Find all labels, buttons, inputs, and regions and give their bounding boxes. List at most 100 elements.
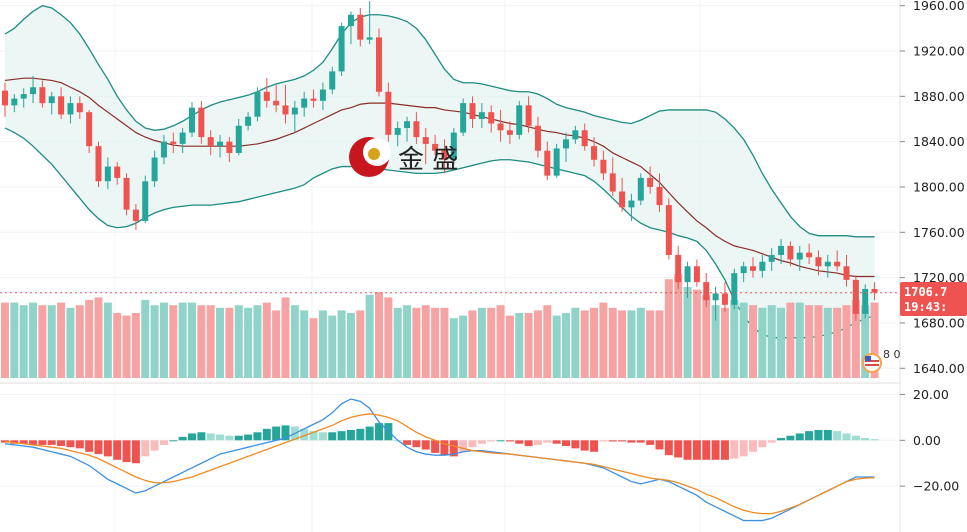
- macd-histogram-bar: [786, 435, 795, 441]
- price-axis-tick-label: 1920.00: [913, 43, 965, 58]
- volume-bar: [449, 318, 458, 378]
- price-badge[interactable]: 1706.7 19:43:: [900, 282, 967, 316]
- bollinger-middle-line: [4, 77, 875, 278]
- macd-histogram-bar: [440, 440, 449, 456]
- macd-histogram-bar: [543, 440, 552, 443]
- candle-body: [123, 177, 130, 210]
- volume-bar: [66, 307, 75, 378]
- volume-bar: [861, 305, 870, 378]
- volume-bar: [599, 302, 608, 378]
- candle-body: [703, 282, 710, 301]
- candle-body: [245, 116, 252, 126]
- candle-body: [675, 254, 682, 283]
- volume-bar: [440, 307, 449, 378]
- macd-histogram-bar: [328, 432, 337, 441]
- candle-body: [338, 26, 345, 72]
- macd-histogram-bar: [29, 440, 38, 445]
- corner-badge[interactable]: 8 0: [862, 348, 901, 373]
- macd-histogram-bar: [66, 440, 75, 448]
- macd-line: [4, 398, 875, 522]
- candle-body: [217, 141, 224, 147]
- candle-body: [815, 257, 822, 267]
- macd-histogram-bar: [739, 440, 748, 457]
- macd-histogram-bar: [225, 435, 234, 441]
- macd-histogram-bar: [169, 440, 178, 442]
- macd-histogram-bar: [674, 440, 683, 458]
- volume-bar: [786, 302, 795, 378]
- macd-histogram-bar: [590, 440, 599, 452]
- macd-histogram-bar: [580, 440, 589, 451]
- macd-histogram-bar: [375, 423, 383, 441]
- bollinger-upper-line: [4, 4, 875, 238]
- macd-histogram-bar: [337, 431, 346, 441]
- volume-bar: [739, 302, 748, 378]
- volume-bar: [758, 307, 767, 378]
- candle-body: [394, 128, 401, 135]
- macd-histogram-bar: [524, 440, 533, 447]
- volume-bar: [19, 305, 28, 378]
- candle-body: [273, 100, 280, 106]
- volume-bar: [57, 302, 66, 378]
- volume-bar: [47, 305, 56, 378]
- macd-histogram-bar: [655, 440, 664, 450]
- macd-histogram-bar: [618, 440, 627, 442]
- candle-body: [422, 137, 429, 144]
- candle-body: [516, 105, 523, 135]
- volume-bar: [113, 313, 122, 378]
- macd-histogram-bar: [365, 426, 374, 441]
- jinsheng-logo-icon: [349, 137, 391, 177]
- candle-body: [469, 103, 476, 119]
- volume-bar: [618, 310, 627, 378]
- candle-body: [619, 191, 626, 208]
- macd-histogram-bar: [683, 440, 692, 460]
- macd-histogram-bar: [188, 433, 196, 441]
- volume-bar: [206, 305, 215, 378]
- volume-bar: [767, 305, 776, 378]
- volume-bar: [346, 313, 355, 378]
- bollinger-bands: [4, 4, 875, 339]
- macd-histogram-bar: [646, 440, 655, 445]
- price-axis[interactable]: 1960.00 1920.00 1880.00 1840.00 1800.00 1760.…: [899, 0, 965, 532]
- macd-histogram-bar: [38, 440, 47, 445]
- volume-bar: [655, 310, 664, 378]
- candle-body: [628, 200, 635, 208]
- candle-body: [310, 98, 317, 101]
- candle-body: [254, 91, 261, 117]
- candle-body: [750, 266, 756, 271]
- candle-body: [656, 186, 663, 206]
- price-axis-tick-label: 1720.00: [913, 270, 965, 285]
- macd-axis[interactable]: 20.00 0.00 −20.00: [900, 387, 959, 494]
- volume-bar: [85, 300, 94, 378]
- macd-histogram-bar: [122, 440, 131, 463]
- macd-histogram-bar: [842, 433, 851, 441]
- volume-bar: [262, 302, 271, 378]
- candle-body: [301, 98, 308, 108]
- candle-body: [852, 279, 859, 314]
- candle-body: [142, 181, 149, 221]
- macd-histogram-bar: [281, 425, 290, 441]
- candle-body: [86, 112, 93, 147]
- candle-body: [2, 90, 8, 106]
- bollinger-fill: [5, 5, 875, 338]
- volume-bar: [749, 305, 757, 378]
- candle-body: [432, 143, 439, 151]
- volume-bar: [10, 302, 19, 378]
- candle-body: [563, 139, 569, 149]
- volume-bar: [309, 318, 318, 378]
- volume-bar: [683, 287, 692, 378]
- candle-body: [834, 261, 841, 267]
- volume-bar: [216, 307, 225, 378]
- macd-histogram-bar: [253, 432, 262, 441]
- macd-histogram-bar: [421, 440, 430, 450]
- candle-body: [787, 245, 794, 260]
- volume-bar: [636, 307, 645, 378]
- macd-axis-tick-label: 20.00: [913, 387, 949, 402]
- macd-histogram-bar: [758, 440, 767, 448]
- macd-histogram-bar: [1, 440, 9, 443]
- volume-bar: [505, 315, 514, 378]
- volume-bar: [533, 310, 542, 378]
- candle-body: [740, 266, 747, 274]
- volume-bar: [870, 302, 879, 378]
- candle-body: [39, 87, 46, 104]
